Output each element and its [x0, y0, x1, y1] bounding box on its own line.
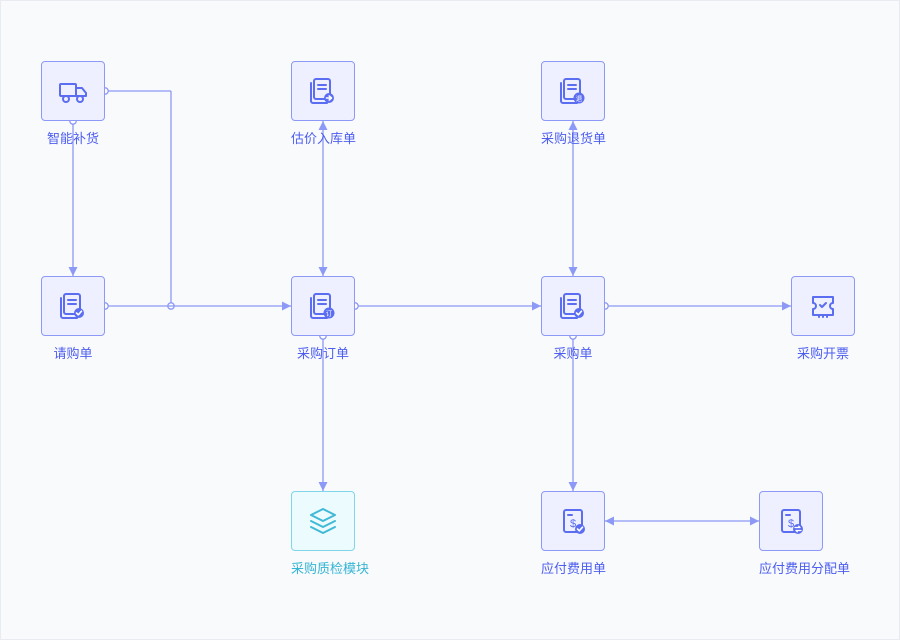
doc-check-icon	[55, 288, 91, 324]
node-box	[41, 61, 105, 121]
svg-text:退: 退	[576, 94, 583, 103]
node-retn: 退采购退货单	[541, 61, 605, 148]
node-box	[291, 491, 355, 551]
node-feealloc: $ 应付费用分配单	[759, 491, 823, 578]
doc-arrow-icon	[305, 73, 341, 109]
node-label: 采购订单	[291, 346, 355, 363]
node-label: 采购单	[541, 346, 605, 363]
svg-text:订: 订	[326, 310, 333, 318]
node-label: 应付费用单	[541, 561, 605, 578]
layers-icon	[305, 503, 341, 539]
node-qc: 采购质检模块	[291, 491, 355, 578]
ticket-icon	[805, 288, 841, 324]
node-label: 请购单	[41, 346, 105, 363]
doc-swap-icon: $	[773, 503, 809, 539]
node-valin: 估价入库单	[291, 61, 355, 148]
node-box: 订	[291, 276, 355, 336]
node-label: 估价入库单	[291, 131, 355, 148]
node-pur: 采购单	[541, 276, 605, 363]
node-label: 采购退货单	[541, 131, 605, 148]
node-box	[291, 61, 355, 121]
node-box: $	[541, 491, 605, 551]
doc-return-icon: 退	[555, 73, 591, 109]
node-box: $	[759, 491, 823, 551]
node-box: 退	[541, 61, 605, 121]
doc-money-icon: $	[555, 503, 591, 539]
node-label: 采购质检模块	[291, 561, 355, 578]
node-req: 请购单	[41, 276, 105, 363]
node-box	[791, 276, 855, 336]
node-label: 应付费用分配单	[759, 561, 823, 578]
node-inv: 采购开票	[791, 276, 855, 363]
node-smart: 智能补货	[41, 61, 105, 148]
node-box	[541, 276, 605, 336]
node-po: 订采购订单	[291, 276, 355, 363]
node-label: 采购开票	[791, 346, 855, 363]
node-box	[41, 276, 105, 336]
doc-check-icon	[555, 288, 591, 324]
doc-order-icon: 订	[305, 288, 341, 324]
node-fee: $ 应付费用单	[541, 491, 605, 578]
flowchart-canvas: 智能补货估价入库单退采购退货单请购单订采购订单采购单采购开票采购质检模块$应付费…	[0, 0, 900, 640]
truck-icon	[55, 73, 91, 109]
node-label: 智能补货	[41, 131, 105, 148]
